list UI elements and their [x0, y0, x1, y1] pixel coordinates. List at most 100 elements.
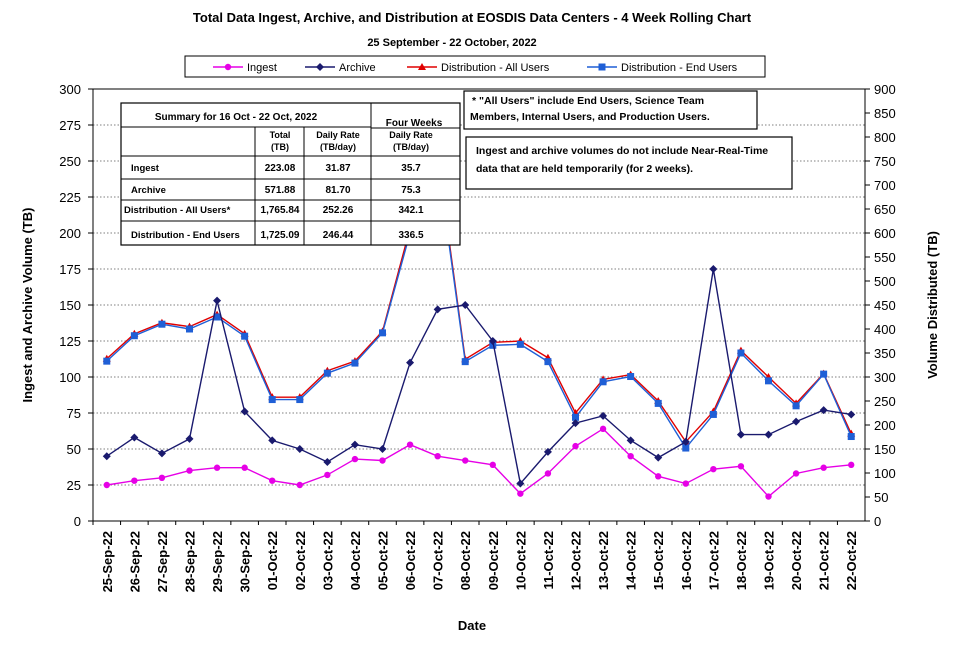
- legend-label: Distribution - All Users: [441, 62, 550, 74]
- y2-tick-label: 250: [874, 394, 896, 409]
- y2-tick-label: 500: [874, 274, 896, 289]
- x-tick-label: 18-Oct-22: [734, 531, 749, 590]
- x-tick-label: 12-Oct-22: [569, 531, 584, 590]
- data-point: [434, 453, 441, 460]
- y2-tick-label: 150: [874, 442, 896, 457]
- legend-items: Ingest Archive Distribution - All Users Dis…: [213, 62, 738, 74]
- data-point: [847, 433, 855, 441]
- data-point: [681, 437, 690, 446]
- data-point: [186, 467, 193, 474]
- note-2-line-2: data that are held temporarily (for 2 we…: [476, 163, 693, 175]
- data-point: [186, 325, 193, 333]
- data-point: [572, 442, 579, 450]
- data-point: [131, 477, 138, 484]
- data-point: [351, 359, 359, 367]
- data-point: [682, 480, 689, 487]
- y2-tick-label: 200: [874, 418, 896, 433]
- legend-marker: [316, 63, 324, 71]
- y-tick-label: 100: [59, 370, 81, 385]
- summary-row-four-weeks: 342.1: [398, 205, 423, 216]
- data-point: [517, 490, 524, 497]
- data-point: [710, 465, 717, 473]
- y2-tick-label: 900: [874, 82, 896, 97]
- y-axis-right: 0 50 100 150 200 250 300 350 400 450 500 550 600 650 7…: [865, 82, 896, 529]
- x-tick-label: 14-Oct-22: [624, 531, 639, 590]
- data-point: [516, 479, 525, 488]
- note-box-1: [463, 90, 758, 130]
- summary-row-label: Distribution - End Users: [131, 230, 240, 241]
- data-point: [819, 406, 828, 415]
- data-point: [599, 378, 607, 386]
- x-tick-label: 27-Sep-22: [155, 531, 170, 592]
- data-point: [792, 470, 800, 477]
- data-point: [765, 377, 772, 385]
- data-point: [296, 396, 304, 404]
- data-point: [737, 349, 745, 357]
- data-point: [654, 453, 663, 462]
- summary-row-daily: 31.87: [325, 163, 350, 174]
- note-box-2: [465, 136, 793, 190]
- data-point: [792, 417, 801, 426]
- legend-marker: [224, 63, 232, 71]
- y-tick-label: 50: [67, 442, 81, 457]
- y2-tick-label: 300: [874, 370, 896, 385]
- data-point: [268, 396, 276, 404]
- data-point: [323, 457, 332, 466]
- x-tick-label: 10-Oct-22: [513, 531, 528, 590]
- data-point: [158, 320, 166, 328]
- data-point: [543, 447, 552, 456]
- y2-axis-label: Volume Distributed (TB): [925, 231, 940, 379]
- summary-row-label: Archive: [131, 185, 166, 196]
- legend-marker: [418, 63, 426, 70]
- data-point: [544, 358, 552, 366]
- data-point: [736, 430, 745, 439]
- x-tick-label: 22-Oct-22: [844, 531, 859, 590]
- note-1-line-2: Members, Internal Users, and Production …: [470, 111, 710, 123]
- x-tick-label: 01-Oct-22: [265, 531, 280, 590]
- y2-tick-label: 100: [874, 466, 896, 481]
- note-2-line-1: Ingest and archive volumes do not includ…: [476, 145, 768, 157]
- data-point: [792, 402, 800, 410]
- data-point: [627, 373, 635, 381]
- data-point: [599, 411, 608, 420]
- data-point: [213, 464, 221, 471]
- y-axis-label: Ingest and Archive Volume (TB): [20, 207, 35, 402]
- data-point: [157, 449, 166, 458]
- y2-tick-label: 600: [874, 226, 896, 241]
- x-tick-label: 09-Oct-22: [486, 531, 501, 590]
- legend-label: Ingest: [247, 62, 277, 74]
- summary-row-daily: 81.70: [325, 185, 350, 196]
- summary-row-label: Ingest: [131, 163, 160, 174]
- data-point: [378, 445, 387, 453]
- data-point: [240, 407, 249, 416]
- summary-row-total: 571.88: [265, 185, 296, 196]
- y2-tick-label: 400: [874, 322, 896, 337]
- x-tick-label: 15-Oct-22: [651, 531, 666, 590]
- x-tick-label: 11-Oct-22: [541, 531, 556, 590]
- summary-row-four-weeks: 35.7: [401, 163, 421, 174]
- y2-tick-label: 750: [874, 154, 896, 169]
- x-tick-label: 13-Oct-22: [596, 531, 611, 590]
- summary-row-four-weeks: 336.5: [398, 230, 423, 241]
- data-point: [654, 399, 662, 407]
- x-tick-label: 04-Oct-22: [348, 531, 363, 590]
- summary-row-daily: 252.26: [323, 205, 354, 216]
- y2-tick-label: 850: [874, 106, 896, 121]
- data-point: [379, 457, 386, 464]
- data-point: [765, 493, 772, 500]
- x-tick-label: 19-Oct-22: [762, 531, 777, 590]
- x-tick-label: 26-Sep-22: [127, 531, 142, 592]
- legend-marker: [598, 63, 606, 71]
- data-point: [213, 313, 221, 321]
- data-point: [351, 455, 359, 463]
- y2-tick-label: 700: [874, 178, 896, 193]
- summary-row-total: 223.08: [265, 163, 296, 174]
- data-point: [820, 370, 828, 378]
- data-point: [433, 305, 442, 314]
- data-point: [268, 436, 277, 445]
- data-point: [185, 434, 194, 443]
- data-point: [682, 444, 690, 452]
- summary-col-total: Total: [270, 130, 291, 140]
- x-tick-label: 07-Oct-22: [431, 531, 446, 590]
